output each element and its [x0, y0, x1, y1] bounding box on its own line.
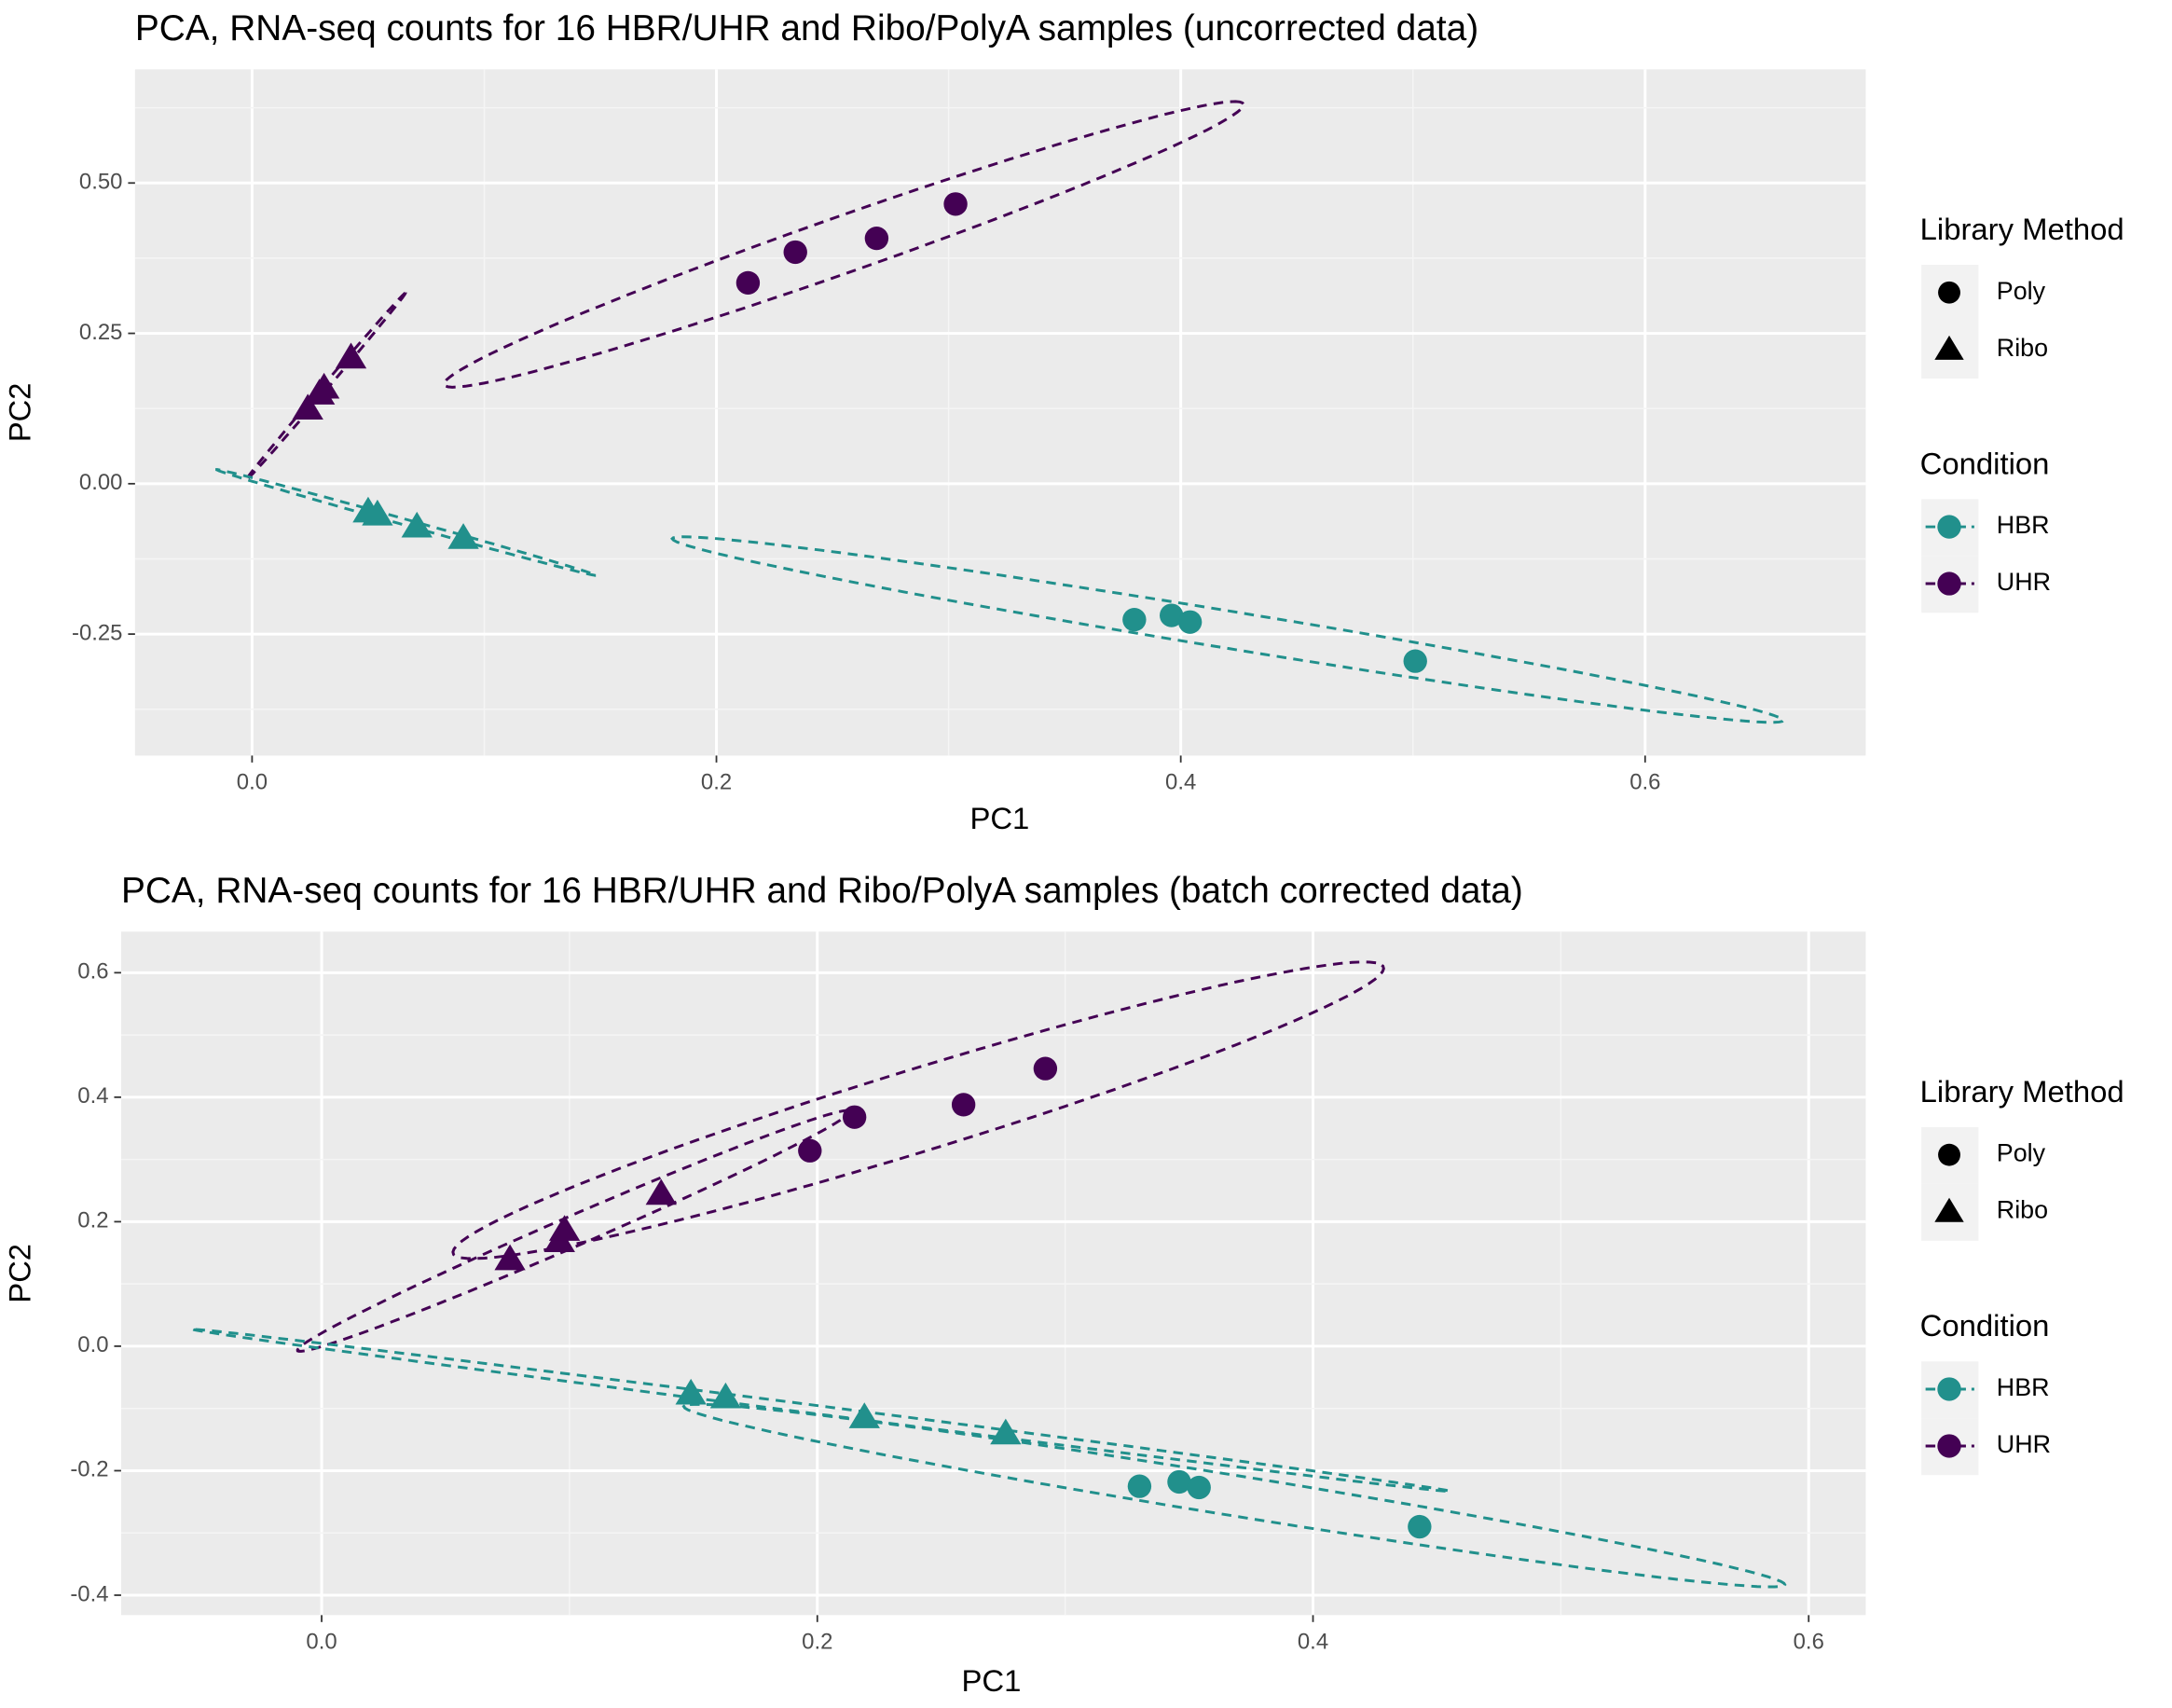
y-tick-label: -0.4	[70, 1581, 108, 1606]
confidence-ellipse	[192, 1328, 1455, 1494]
data-point	[735, 270, 761, 296]
legend-label: Ribo	[1997, 1196, 2048, 1224]
legend-title: Condition	[1920, 1308, 2050, 1343]
y-tick-label: 0.25	[79, 320, 122, 345]
data-point	[675, 1378, 707, 1405]
data-point	[645, 1178, 677, 1205]
data-point	[783, 240, 807, 265]
y-tick-label: 0.50	[79, 170, 122, 195]
data-point	[1122, 607, 1147, 632]
chart-title: PCA, RNA-seq counts for 16 HBR/UHR and R…	[121, 871, 1523, 911]
legend-symbol	[1937, 1377, 1961, 1401]
legend-symbol	[1937, 515, 1961, 539]
confidence-ellipse	[670, 535, 1786, 724]
legend-label: HBR	[1997, 1373, 2050, 1401]
y-tick-label: 0.4	[77, 1083, 108, 1109]
legend-label: Ribo	[1997, 334, 2048, 362]
legend-symbol	[1938, 281, 1960, 304]
legend-label: Poly	[1997, 1139, 2046, 1167]
data-point	[990, 1418, 1022, 1445]
y-tick-label: 0.6	[77, 959, 108, 985]
legend-symbol	[1937, 1434, 1961, 1458]
legend-label: UHR	[1997, 1430, 2051, 1458]
plot-panel	[120, 931, 1866, 1616]
data-point	[864, 226, 889, 251]
data-point	[1160, 603, 1184, 627]
data-point	[1167, 1469, 1191, 1494]
data-point	[798, 1138, 822, 1163]
confidence-ellipse	[451, 960, 1385, 1260]
legend-label: HBR	[1997, 511, 2050, 539]
y-axis-title: PC2	[3, 1244, 37, 1303]
x-tick-label: 0.0	[306, 1629, 337, 1654]
data-point	[709, 1382, 742, 1409]
confidence-ellipse	[296, 1109, 852, 1353]
legend-symbol	[1934, 1197, 1964, 1222]
data-point	[292, 393, 323, 420]
x-tick-label: 0.2	[802, 1629, 832, 1654]
data-point	[1127, 1474, 1152, 1498]
data-point	[1408, 1514, 1432, 1539]
legend-label: Poly	[1997, 277, 2046, 305]
y-tick-label: -0.25	[72, 620, 122, 645]
x-tick-label: 0.6	[1629, 769, 1660, 794]
data-point	[842, 1105, 867, 1129]
plot-panel	[134, 69, 1866, 756]
y-tick-label: 0.2	[77, 1208, 108, 1233]
data-point	[848, 1402, 880, 1428]
y-tick-label: 0.00	[79, 470, 122, 495]
y-tick-label: -0.2	[70, 1457, 108, 1482]
chart-title: PCA, RNA-seq counts for 16 HBR/UHR and R…	[135, 8, 1478, 48]
legend-symbol	[1938, 1143, 1960, 1166]
data-point	[1177, 610, 1203, 634]
x-tick-label: 0.0	[237, 769, 268, 794]
confidence-ellipse	[442, 100, 1245, 389]
x-tick-label: 0.2	[701, 769, 732, 794]
y-tick-label: 0.0	[77, 1332, 108, 1357]
data-point	[362, 499, 393, 526]
data-point	[1403, 649, 1427, 673]
legend-title: Condition	[1920, 446, 2050, 480]
x-tick-label: 0.4	[1298, 1629, 1328, 1654]
x-axis-title: PC1	[969, 801, 1029, 835]
data-point	[308, 372, 340, 399]
confidence-ellipse	[681, 1402, 1787, 1589]
data-point	[447, 523, 479, 549]
legend-title: Library Method	[1920, 1074, 2124, 1109]
data-point	[548, 1215, 581, 1241]
legend-symbol	[1937, 572, 1961, 596]
data-point	[943, 192, 968, 216]
x-axis-title: PC1	[961, 1663, 1021, 1698]
data-point	[1033, 1056, 1058, 1081]
legend-label: UHR	[1997, 568, 2051, 596]
legend-title: Library Method	[1920, 212, 2124, 246]
confidence-ellipse	[215, 468, 598, 577]
x-tick-label: 0.6	[1794, 1629, 1824, 1654]
data-point	[335, 342, 367, 369]
data-point	[494, 1244, 526, 1271]
data-point	[1187, 1475, 1211, 1500]
y-axis-title: PC2	[3, 383, 37, 443]
legend-symbol	[1934, 335, 1964, 360]
data-point	[951, 1093, 976, 1117]
x-tick-label: 0.4	[1165, 769, 1196, 794]
data-point	[401, 511, 433, 538]
